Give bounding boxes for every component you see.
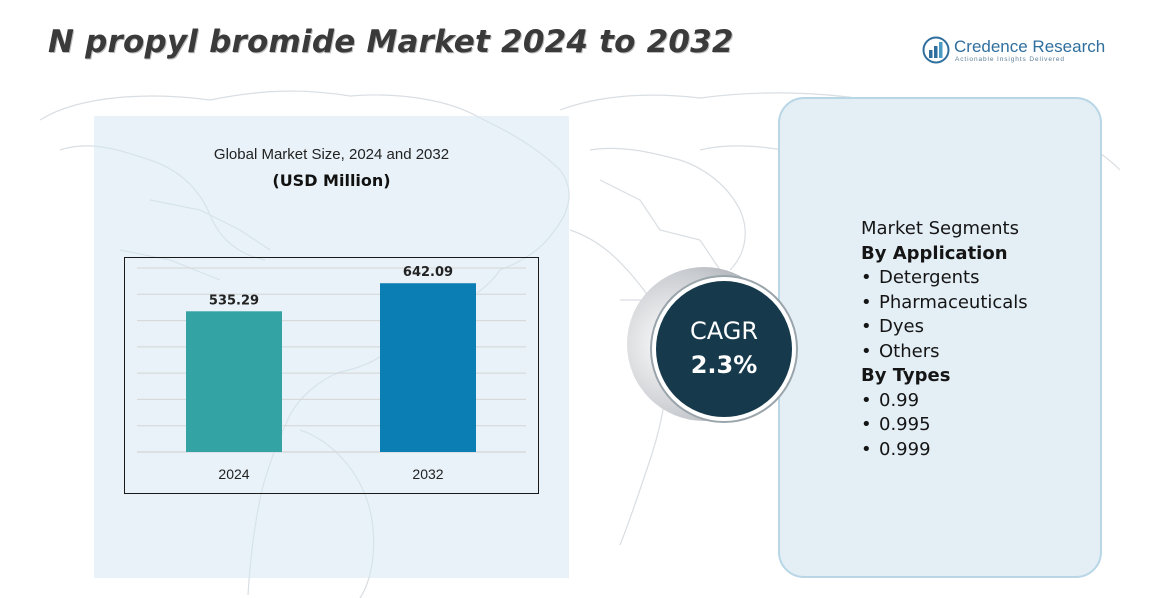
bar bbox=[186, 311, 282, 452]
bullet-icon: • bbox=[861, 291, 872, 313]
segment-item-label: 0.999 bbox=[879, 438, 931, 460]
segment-item-label: Pharmaceuticals bbox=[879, 291, 1028, 313]
bar-chart-frame: 535.29 2024 642.09 2032 bbox=[124, 257, 539, 494]
segment-item: • 0.999 bbox=[861, 438, 1101, 463]
chart-title: Global Market Size, 2024 and 2032 bbox=[213, 146, 450, 163]
segment-item-label: 0.995 bbox=[879, 414, 931, 435]
segment-item: • Pharmaceuticals bbox=[861, 291, 1101, 316]
segment-item-label: Detergents bbox=[879, 267, 980, 288]
data-label: 535.29 bbox=[209, 293, 259, 308]
segment-item: • 0.995 bbox=[861, 413, 1101, 438]
page-title: N propyl bromide Market 2024 to 2032 bbox=[48, 24, 734, 60]
bullet-icon: • bbox=[861, 267, 872, 288]
segment-item: • 0.99 bbox=[861, 389, 1101, 414]
segment-group-title: By Application bbox=[861, 242, 1008, 264]
cagr-label: CAGR bbox=[689, 317, 759, 345]
bullet-icon: • bbox=[861, 316, 872, 337]
segments-heading: Market Segments bbox=[861, 218, 1019, 239]
segment-item: • Dyes bbox=[861, 315, 1101, 340]
brand-logo: Credence Research Actionable Insights De… bbox=[922, 36, 1112, 66]
bar-growth-icon bbox=[922, 36, 950, 64]
x-tick-label: 2024 bbox=[218, 466, 249, 482]
segment-item-label: Others bbox=[879, 340, 940, 362]
segment-item-label: 0.99 bbox=[879, 389, 920, 411]
chart-unit: (USD Million) bbox=[272, 171, 391, 190]
bullet-icon: • bbox=[861, 438, 872, 460]
segment-item-label: Dyes bbox=[879, 316, 924, 337]
cagr-badge: CAGR 2.3% bbox=[652, 277, 796, 421]
bar-chart: 535.29 2024 642.09 2032 bbox=[137, 265, 526, 482]
bullet-icon: • bbox=[861, 414, 872, 435]
segments-list: Market Segments By Application • Detergen… bbox=[861, 217, 1101, 462]
x-tick-label: 2032 bbox=[412, 466, 443, 482]
segment-item: • Others bbox=[861, 340, 1101, 365]
brand-name: Credence Research bbox=[954, 37, 1106, 56]
data-label: 642.09 bbox=[403, 265, 453, 280]
bar bbox=[380, 283, 476, 452]
segment-item: • Detergents bbox=[861, 266, 1101, 291]
bullet-icon: • bbox=[861, 340, 872, 362]
bullet-icon: • bbox=[861, 389, 872, 411]
cagr-value: 2.3% bbox=[690, 351, 758, 379]
brand-tagline: Actionable Insights Delivered bbox=[955, 56, 1065, 63]
segment-group-title: By Types bbox=[861, 365, 951, 386]
market-segments-panel: Market Segments By Application • Detergen… bbox=[778, 97, 1102, 578]
